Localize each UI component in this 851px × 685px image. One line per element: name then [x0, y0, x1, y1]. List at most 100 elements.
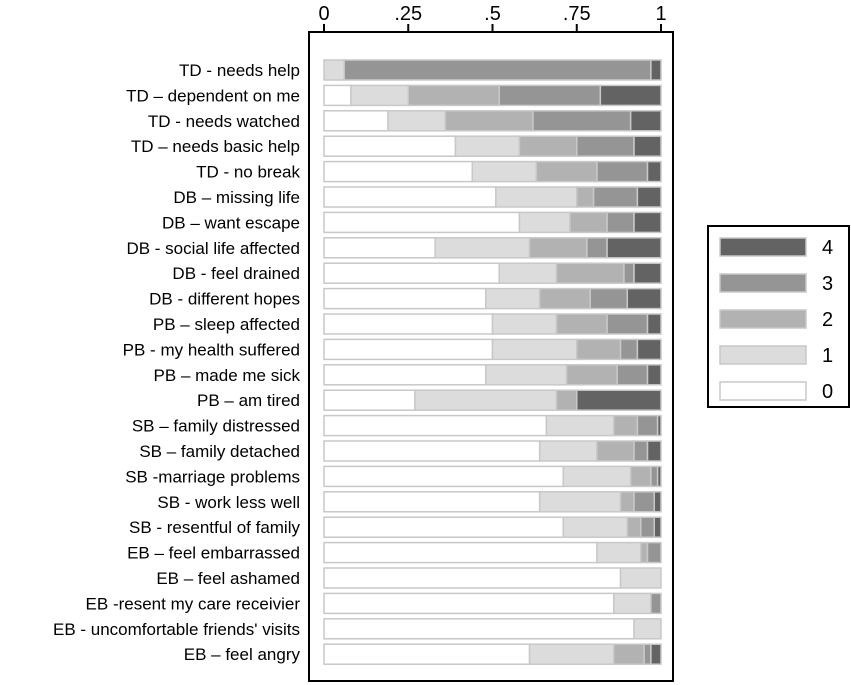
bar-sb-marriage-problems-3	[650, 465, 659, 488]
legend-swatch-0	[719, 381, 807, 401]
category-label-13: PB – am tired	[197, 391, 300, 410]
bar-pb-made-me-sick-0	[323, 364, 487, 386]
x-axis-tick-marks	[323, 24, 662, 32]
bar-eb-resent-my-care-receivier-1	[613, 592, 652, 615]
bar-db-want-escape-0	[323, 211, 521, 234]
category-label-4: TD - no break	[196, 163, 300, 182]
bar-pb-my-health-suffered-1	[491, 338, 578, 361]
x-tick-label-0: 0	[318, 3, 329, 25]
legend-label-4: 4	[822, 237, 833, 259]
bar-eb-uncomfortable-friends-visits-1	[633, 618, 662, 640]
bar-db-missing-life-1	[495, 186, 578, 208]
bar-sb-resentful-of-family-2	[626, 516, 642, 538]
bar-td-needs-watched-2	[444, 110, 534, 132]
bar-sb-resentful-of-family-4	[653, 516, 662, 538]
category-label-2: TD - needs watched	[148, 112, 300, 131]
category-labels: TD - needs help TD – dependent on me TD - …	[53, 61, 301, 664]
x-tick-label-2: .5	[484, 3, 501, 25]
bar-td-no-break-0	[323, 160, 474, 183]
category-label-17: SB - work less well	[157, 493, 300, 512]
category-label-18: SB - resentful of family	[129, 518, 301, 537]
bar-db-feel-drained-2	[555, 262, 625, 284]
bar-td-needs-basic-help-1	[454, 135, 521, 157]
bar-db-social-life-affected-0	[323, 237, 436, 259]
legend-swatch-4	[719, 237, 807, 257]
bar-db-want-escape-1	[518, 211, 571, 234]
bar-eb-feel-angry-2	[613, 643, 645, 665]
bar-td-needs-basic-help-2	[518, 135, 578, 157]
category-label-11: PB - my health suffered	[123, 340, 300, 359]
bar-pb-made-me-sick-1	[485, 364, 568, 386]
bar-db-feel-drained-1	[498, 262, 558, 284]
bar-eb-feel-angry-3	[643, 643, 652, 665]
bar-eb-feel-embarrassed-3	[646, 541, 662, 564]
bar-db-social-life-affected-3	[586, 237, 608, 259]
x-tick-label-1: .25	[394, 3, 422, 25]
bar-eb-feel-ashamed-1	[619, 567, 662, 589]
bar-td-no-break-3	[596, 160, 649, 183]
bar-sb-resentful-of-family-0	[323, 516, 565, 538]
category-label-14: SB – family distressed	[132, 417, 300, 436]
bar-td-needs-watched-4	[629, 110, 662, 132]
category-label-23: EB – feel angry	[184, 645, 301, 664]
bar-sb-marriage-problems-2	[629, 465, 652, 488]
bar-db-want-escape-4	[633, 211, 662, 234]
bar-td-dependent-on-me-4	[599, 84, 662, 107]
legend-frame	[707, 225, 850, 408]
bar-pb-my-health-suffered-3	[619, 338, 639, 361]
bar-sb-marriage-problems-1	[562, 465, 632, 488]
bar-td-needs-basic-help-3	[576, 135, 635, 157]
bar-sb-work-less-well-2	[619, 491, 635, 513]
category-label-9: DB - different hopes	[149, 290, 300, 309]
bar-pb-am-tired-2	[555, 389, 578, 411]
bar-td-needs-watched-1	[387, 110, 447, 132]
bar-eb-feel-embarrassed-1	[596, 541, 642, 564]
bar-sb-family-distressed-2	[613, 414, 639, 437]
bar-eb-uncomfortable-friends-visits-0	[323, 618, 635, 640]
bar-sb-marriage-problems-0	[323, 465, 565, 488]
category-label-19: EB – feel embarrassed	[127, 544, 300, 563]
bar-td-needs-help-4	[650, 59, 662, 81]
category-label-5: DB – missing life	[173, 188, 300, 207]
bar-db-different-hopes-0	[323, 287, 487, 310]
category-label-1: TD – dependent on me	[126, 86, 300, 105]
bar-db-social-life-affected-1	[434, 237, 531, 259]
legend-label-1: 1	[822, 345, 833, 367]
bar-sb-family-detached-0	[323, 440, 541, 462]
legend: 4 3 2 1 0	[719, 237, 833, 403]
category-label-7: DB - social life affected	[126, 239, 300, 258]
bar-db-different-hopes-2	[538, 287, 591, 310]
bar-td-dependent-on-me-0	[323, 84, 352, 107]
bar-db-feel-drained-4	[633, 262, 662, 284]
bar-sb-family-distressed-0	[323, 414, 548, 437]
bar-db-different-hopes-3	[589, 287, 629, 310]
bar-eb-resent-my-care-receivier-0	[323, 592, 615, 615]
bar-db-missing-life-2	[576, 186, 595, 208]
bar-eb-feel-embarrassed-2	[640, 541, 649, 564]
bar-sb-resentful-of-family-3	[640, 516, 656, 538]
bar-pb-my-health-suffered-0	[323, 338, 494, 361]
bar-td-no-break-2	[535, 160, 598, 183]
bar-pb-am-tired-4	[576, 389, 662, 411]
bar-pb-sleep-affected-0	[323, 313, 494, 335]
legend-swatch-3	[719, 273, 807, 293]
category-label-16: SB -marriage problems	[125, 467, 300, 486]
category-label-12: PB – made me sick	[154, 366, 301, 385]
bar-pb-made-me-sick-2	[565, 364, 618, 386]
bar-db-want-escape-3	[606, 211, 635, 234]
bar-db-want-escape-2	[569, 211, 608, 234]
x-axis-tick-labels: 0 .25 .5 .75 1	[318, 3, 666, 25]
bar-sb-work-less-well-4	[653, 491, 662, 513]
bar-db-missing-life-4	[636, 186, 662, 208]
bar-sb-resentful-of-family-1	[562, 516, 629, 538]
bar-sb-work-less-well-3	[633, 491, 656, 513]
bar-pb-am-tired-1	[414, 389, 558, 411]
legend-label-3: 3	[822, 273, 833, 295]
bar-sb-family-detached-4	[646, 440, 662, 462]
bar-eb-feel-ashamed-0	[323, 567, 622, 589]
legend-label-0: 0	[822, 381, 833, 403]
category-label-3: TD – needs basic help	[131, 137, 300, 156]
category-label-6: DB – want escape	[162, 213, 300, 232]
bar-db-different-hopes-4	[626, 287, 662, 310]
